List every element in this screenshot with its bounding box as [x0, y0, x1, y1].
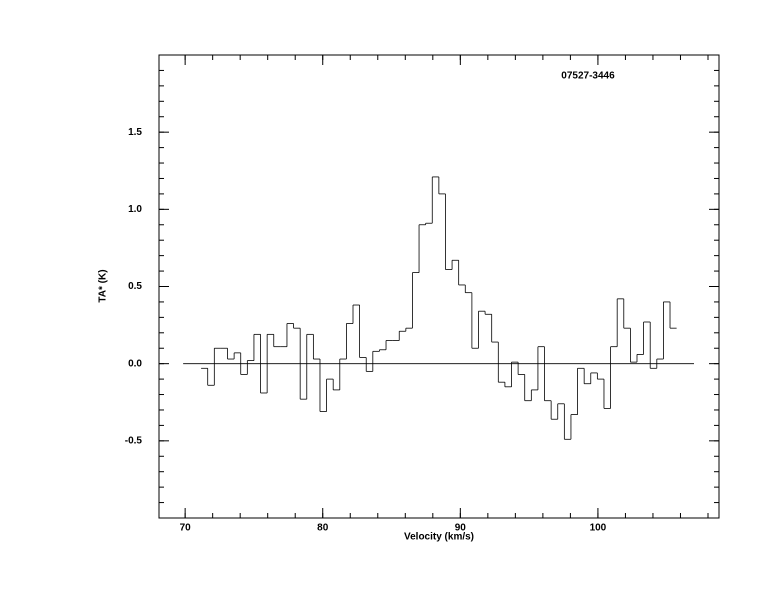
y-tick-label: 1.0: [128, 204, 142, 215]
y-tick-label: 0.5: [128, 281, 142, 292]
y-tick-label: -0.5: [125, 435, 143, 446]
plot-frame: [158, 54, 720, 519]
x-tick-label: 70: [180, 523, 192, 534]
y-tick-label: 1.5: [128, 127, 142, 138]
x-tick-label: 80: [317, 523, 329, 534]
chart-title: 07527-3446: [561, 71, 615, 82]
x-axis-label: Velocity (km/s): [404, 532, 474, 543]
y-axis-label: TA* (K): [98, 269, 109, 302]
x-tick-label: 90: [455, 523, 467, 534]
x-tick-label: 100: [590, 523, 607, 534]
y-tick-label: 0.0: [128, 358, 142, 369]
